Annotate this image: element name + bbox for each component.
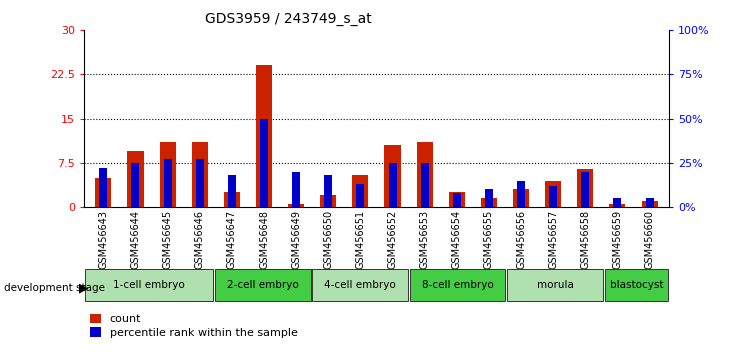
- Text: GSM456644: GSM456644: [130, 210, 140, 269]
- Text: GSM456648: GSM456648: [259, 210, 269, 269]
- Text: GSM456646: GSM456646: [194, 210, 205, 269]
- Bar: [292, 172, 300, 207]
- Bar: [288, 204, 304, 207]
- Bar: [613, 198, 621, 207]
- Text: GSM456647: GSM456647: [227, 210, 237, 269]
- Bar: [357, 184, 365, 207]
- Text: 8-cell embryo: 8-cell embryo: [422, 280, 493, 290]
- Text: GSM456652: GSM456652: [387, 210, 398, 269]
- Text: GSM456657: GSM456657: [548, 210, 558, 269]
- Bar: [385, 145, 401, 207]
- Bar: [513, 189, 529, 207]
- Bar: [127, 151, 143, 207]
- Bar: [577, 169, 594, 207]
- Text: GSM456653: GSM456653: [420, 210, 430, 269]
- Bar: [517, 181, 525, 207]
- Text: GSM456651: GSM456651: [355, 210, 366, 269]
- Bar: [449, 192, 465, 207]
- Bar: [164, 159, 172, 207]
- Text: GSM456659: GSM456659: [613, 210, 623, 269]
- Bar: [224, 192, 240, 207]
- Bar: [545, 181, 561, 207]
- Bar: [192, 142, 208, 207]
- Text: 2-cell embryo: 2-cell embryo: [227, 280, 299, 290]
- Bar: [481, 198, 497, 207]
- Text: 1-cell embryo: 1-cell embryo: [113, 280, 185, 290]
- Bar: [320, 195, 336, 207]
- Bar: [99, 168, 107, 207]
- Bar: [417, 142, 433, 207]
- Text: GSM456645: GSM456645: [162, 210, 173, 269]
- Text: GSM456643: GSM456643: [99, 210, 108, 269]
- Bar: [352, 175, 368, 207]
- Text: GSM456658: GSM456658: [580, 210, 591, 269]
- Text: GSM456656: GSM456656: [516, 210, 526, 269]
- FancyBboxPatch shape: [215, 269, 311, 301]
- Bar: [645, 198, 654, 207]
- FancyBboxPatch shape: [410, 269, 505, 301]
- Legend: count, percentile rank within the sample: count, percentile rank within the sample: [90, 314, 298, 338]
- Bar: [388, 163, 396, 207]
- Bar: [256, 65, 272, 207]
- Bar: [485, 189, 493, 207]
- Text: 4-cell embryo: 4-cell embryo: [325, 280, 396, 290]
- Text: ▶: ▶: [79, 282, 88, 295]
- Bar: [260, 119, 268, 207]
- FancyBboxPatch shape: [605, 269, 668, 301]
- Bar: [95, 178, 111, 207]
- FancyBboxPatch shape: [85, 269, 213, 301]
- Text: development stage: development stage: [4, 283, 105, 293]
- Bar: [132, 163, 140, 207]
- Bar: [642, 201, 658, 207]
- Bar: [452, 193, 461, 207]
- FancyBboxPatch shape: [507, 269, 603, 301]
- Text: GSM456654: GSM456654: [452, 210, 462, 269]
- FancyBboxPatch shape: [312, 269, 408, 301]
- Bar: [196, 159, 204, 207]
- Bar: [228, 175, 236, 207]
- Bar: [420, 163, 428, 207]
- Bar: [325, 175, 333, 207]
- Bar: [581, 172, 589, 207]
- Text: GSM456655: GSM456655: [484, 210, 494, 269]
- Bar: [549, 186, 557, 207]
- Text: morula: morula: [537, 280, 574, 290]
- Text: GDS3959 / 243749_s_at: GDS3959 / 243749_s_at: [205, 12, 371, 27]
- Text: blastocyst: blastocyst: [610, 280, 663, 290]
- Text: GSM456650: GSM456650: [323, 210, 333, 269]
- Bar: [159, 142, 175, 207]
- Text: GSM456649: GSM456649: [291, 210, 301, 269]
- Bar: [610, 204, 626, 207]
- Text: GSM456660: GSM456660: [645, 210, 654, 269]
